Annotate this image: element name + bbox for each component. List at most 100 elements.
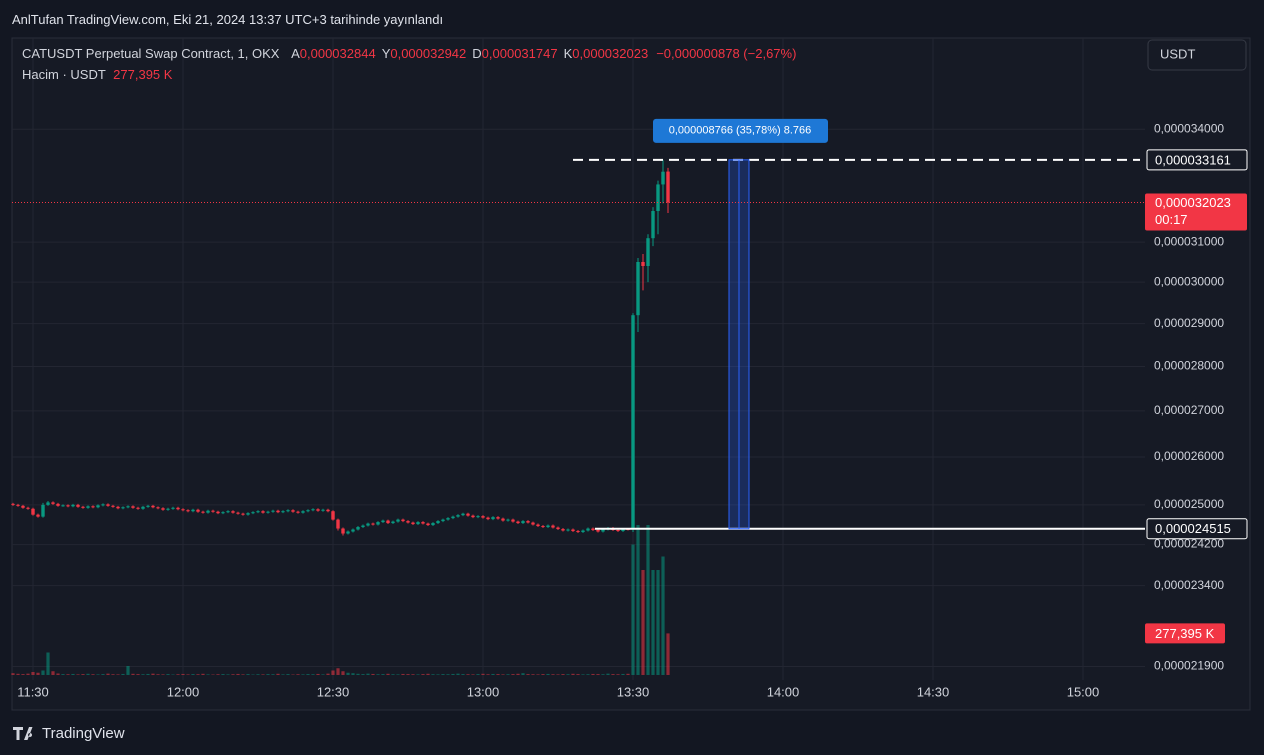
candle-body (251, 512, 255, 514)
candle-body (276, 510, 280, 513)
volume-bar (256, 674, 260, 675)
candle-body (21, 505, 25, 508)
candle-body (76, 504, 80, 507)
volume-bar (441, 674, 445, 675)
volume-bar (166, 674, 170, 675)
volume-bar (501, 674, 505, 675)
volume-bar (476, 674, 480, 675)
published-note: AnlTufan TradingView.com, Eki 21, 2024 1… (12, 12, 444, 27)
volume-label-box (1145, 623, 1225, 644)
candle-body (136, 507, 140, 509)
volume-bar (216, 674, 220, 675)
volume-bar (366, 673, 370, 675)
candle-body (381, 520, 385, 523)
legend-value: 0,000031747 (481, 46, 558, 61)
candle-body (596, 530, 600, 532)
volume-bar (576, 674, 580, 675)
candle-body (186, 510, 190, 512)
volume-bar (561, 674, 565, 675)
candle-body (266, 511, 270, 513)
volume-bar (556, 674, 560, 675)
volume-bar (266, 674, 270, 675)
volume-bar (411, 674, 415, 675)
footer-logo (13, 727, 33, 740)
x-tick-label: 12:30 (317, 684, 350, 699)
volume-bar (591, 673, 595, 675)
candle-body (321, 509, 325, 511)
volume-bar (566, 674, 570, 675)
volume-bar (71, 673, 75, 675)
y-tick-label: 0,000021900 (1154, 659, 1224, 673)
candle-body (221, 512, 225, 514)
candle-body (476, 516, 480, 518)
candle-body (301, 511, 305, 513)
candle-body (651, 211, 655, 239)
volume-bar (241, 674, 245, 675)
volume-bar (321, 674, 325, 675)
candle-body (386, 520, 390, 524)
x-tick-label: 11:30 (17, 684, 49, 699)
volume-bar (551, 674, 555, 675)
candle-body (371, 523, 375, 525)
volume-bar (546, 673, 550, 675)
candle-body (511, 519, 515, 522)
candle-body (126, 506, 130, 508)
candle-body (471, 515, 475, 518)
volume-bar (106, 673, 110, 675)
candle-body (71, 504, 75, 507)
currency-button[interactable] (1147, 39, 1247, 71)
volume-bar (446, 674, 450, 675)
candle-body (591, 528, 595, 531)
candle-body (521, 521, 525, 524)
candle-body (376, 522, 380, 525)
candle-body (241, 513, 245, 515)
candle-body (581, 530, 585, 533)
volume-bar (191, 674, 195, 675)
candle-body (636, 261, 640, 316)
candle-body (641, 261, 645, 266)
candle-body (41, 504, 45, 517)
candle-body (421, 522, 425, 524)
candle-body (456, 515, 460, 517)
candle-body (231, 511, 235, 513)
volume-bar (296, 674, 300, 675)
volume-bar (391, 674, 395, 675)
volume-bar (286, 674, 290, 675)
legend-row: CATUSDT Perpetual Swap Contract, 1, OKX … (22, 46, 796, 61)
legend-value: 0,000032942 (390, 46, 467, 61)
candle-body (601, 529, 605, 532)
volume-bar (186, 674, 190, 675)
volume-bar (646, 525, 650, 675)
volume-bar (536, 674, 540, 675)
volume-bar (606, 673, 610, 675)
candle-body (211, 510, 215, 512)
candle-body (296, 511, 300, 513)
candle-body (436, 521, 440, 524)
candle-body (26, 507, 30, 509)
x-tick-label: 14:00 (767, 684, 800, 699)
candle-body (336, 519, 340, 529)
volume-bar (336, 668, 340, 675)
x-tick-label: 12:00 (167, 684, 200, 699)
candle-body (256, 511, 260, 513)
volume-bar (46, 652, 50, 675)
volume-bar (611, 674, 615, 675)
volume-bar (101, 674, 105, 675)
candle-body (331, 511, 335, 520)
candle-body (161, 508, 165, 510)
volume-bar (456, 673, 460, 675)
volume-axis-label: 277,395 K (1155, 626, 1215, 641)
measure-label-box (653, 118, 828, 143)
price-label-box (1146, 518, 1248, 540)
candle-body (286, 510, 290, 512)
volume-bar (86, 673, 90, 675)
volume-bar (81, 674, 85, 675)
volume-bar (221, 674, 225, 675)
volume-bar (351, 673, 355, 675)
candle-body (496, 517, 500, 519)
candle-body (176, 507, 180, 510)
currency-label: USDT (1160, 46, 1195, 61)
volume-bar (136, 674, 140, 675)
volume-bar (126, 666, 130, 675)
